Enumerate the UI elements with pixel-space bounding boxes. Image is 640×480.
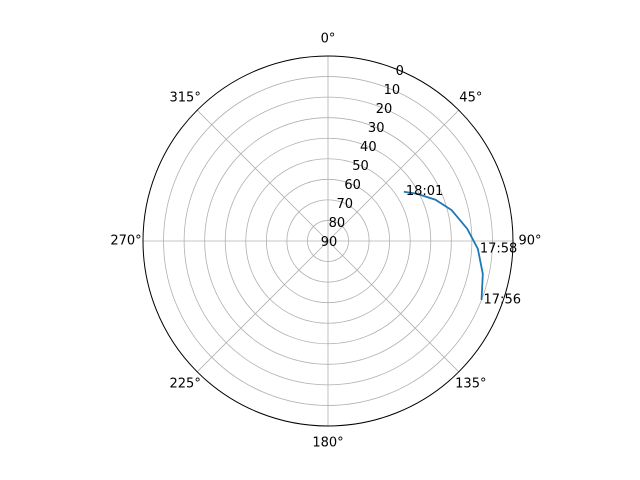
radial-tick-label: 40 [360, 140, 377, 155]
radial-tick-label: 90 [321, 235, 338, 250]
angular-tick-label: 45° [459, 91, 482, 106]
angular-tick-label: 135° [455, 376, 486, 391]
radial-tick-label: 80 [329, 216, 346, 231]
time-annotation: 17:56 [484, 292, 521, 307]
angular-grid-line [196, 109, 329, 242]
time-annotation: 18:01 [406, 184, 443, 199]
radial-tick-label: 0 [396, 64, 404, 79]
radial-tick-label: 70 [336, 197, 353, 212]
angular-tick-labels: 0° 45° 90° 135° 180° 225° 270° 315° [110, 32, 541, 451]
radial-tick-label: 50 [352, 159, 369, 174]
angular-grid-line [196, 240, 329, 373]
angular-tick-label: 0° [321, 32, 336, 47]
angular-tick-label: 270° [110, 234, 141, 249]
grid [143, 56, 513, 426]
radial-tick-label: 20 [376, 102, 393, 117]
angular-tick-label: 90° [518, 234, 541, 249]
angular-tick-label: 315° [170, 91, 201, 106]
angular-tick-label: 225° [170, 376, 201, 391]
series-line [403, 190, 484, 300]
radial-tick-labels: 0 10 20 30 40 50 60 70 80 90 [321, 64, 404, 250]
angular-tick-label: 180° [312, 436, 343, 451]
angular-grid-line [327, 240, 460, 373]
plot-frame [142, 55, 514, 427]
angular-grid-line [327, 109, 460, 242]
time-annotation: 17:58 [480, 241, 517, 256]
radial-tick-label: 60 [344, 178, 361, 193]
radial-tick-label: 30 [368, 121, 385, 136]
annotations: 17:56 17:58 18:01 [406, 184, 521, 307]
radial-tick-label: 10 [384, 83, 401, 98]
series-layer [403, 190, 484, 300]
